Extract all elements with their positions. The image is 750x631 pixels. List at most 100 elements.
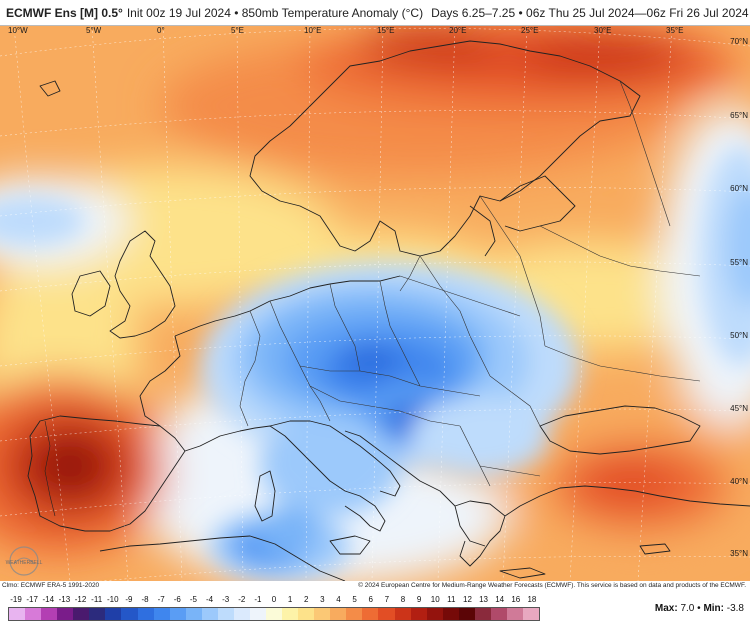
color-scale-swatch — [249, 608, 266, 620]
color-scale-tick: 4 — [336, 595, 341, 604]
latitude-label: 35°N — [730, 549, 748, 558]
color-scale-tick: 0 — [271, 595, 277, 604]
latitude-label: 40°N — [730, 477, 748, 486]
color-scale-swatch — [474, 608, 491, 620]
longitude-label: 0° — [157, 26, 165, 35]
max-value: 7.0 — [680, 603, 695, 614]
color-scale-tick: -12 — [74, 595, 87, 604]
color-scale-tick: 12 — [463, 595, 472, 604]
longitude-label: 25°E — [521, 26, 539, 35]
anomaly-map[interactable]: 10°W 5°W 0° 5°E 10°E 15°E 20°E 25°E 30°E 35°E 70°… — [0, 26, 750, 581]
color-scale-tick: -8 — [141, 595, 149, 604]
map-canvas — [0, 26, 750, 581]
latitude-label: 45°N — [730, 404, 748, 413]
color-scale-swatch — [89, 608, 106, 620]
color-scale-tick: 13 — [479, 595, 489, 604]
color-scale-swatch — [298, 608, 315, 620]
color-scale-tick: 2 — [304, 595, 309, 604]
color-scale-tick: 6 — [368, 595, 373, 604]
color-scale-tick: -1 — [254, 595, 262, 604]
color-scale-tick: -7 — [157, 595, 165, 604]
color-scale-tick: 5 — [352, 595, 357, 604]
color-scale-swatch — [362, 608, 379, 620]
init-and-field: Init 00z 19 Jul 2024 • 850mb Temperature… — [126, 5, 424, 20]
color-scale-swatch — [523, 608, 540, 620]
longitude-label: 35°E — [666, 26, 684, 35]
max-min-readout: Max: 7.0 • Min: -3.8 — [655, 603, 744, 614]
color-scale-swatch — [458, 608, 475, 620]
latitude-label: 65°N — [730, 111, 748, 120]
color-scale-swatch — [153, 608, 170, 620]
color-scale-tick: -10 — [107, 595, 119, 604]
latitude-label: 70°N — [730, 37, 748, 46]
color-scale-tick: -14 — [42, 595, 55, 604]
climo-credit: Clmo: ECMWF ERA-5 1991-2020 — [2, 582, 100, 589]
map-header: ECMWF Ens [M] 0.5° Init 00z 19 Jul 2024 … — [0, 0, 750, 26]
min-value: -3.8 — [726, 603, 744, 614]
color-scale-swatch — [442, 608, 459, 620]
color-scale-swatch — [105, 608, 122, 620]
longitude-label: 10°W — [8, 26, 28, 35]
color-scale-tick: -5 — [189, 595, 197, 604]
longitude-label: 15°E — [377, 26, 395, 35]
borders — [239, 80, 701, 487]
max-label: Max: — [654, 603, 678, 614]
model-title: ECMWF Ens [M] 0.5° — [6, 5, 123, 20]
longitude-label: 30°E — [594, 26, 612, 35]
color-scale-swatch — [426, 608, 443, 620]
color-scale-tick: 7 — [384, 595, 390, 604]
color-scale-tick: -3 — [222, 595, 230, 604]
color-scale-tick: 8 — [400, 595, 406, 604]
color-scale-tick: 14 — [495, 595, 505, 604]
color-scale-tick: -9 — [125, 595, 133, 604]
color-scale-swatch — [41, 608, 58, 620]
color-scale-swatch — [169, 608, 186, 620]
longitude-label: 20°E — [449, 26, 467, 35]
color-scale-swatch — [25, 608, 42, 620]
color-scale-swatch — [282, 608, 299, 620]
credits-bar: Clmo: ECMWF ERA-5 1991-2020 © 2024 Europ… — [0, 581, 750, 592]
latitude-label: 60°N — [730, 184, 748, 193]
color-scale-swatch — [137, 608, 154, 620]
color-scale-tick: -17 — [26, 595, 38, 604]
color-scale-tick: 11 — [447, 595, 456, 604]
color-scale-swatch — [121, 608, 138, 620]
color-scale-swatch — [73, 608, 90, 620]
color-scale-swatch — [217, 608, 234, 620]
graticule — [0, 26, 750, 581]
color-scale-bar — [8, 607, 540, 621]
color-scale-swatch — [410, 608, 427, 620]
color-scale-tick: 16 — [511, 595, 521, 604]
ecmwf-copyright: © 2024 European Centre for Medium-Range … — [358, 582, 746, 589]
longitude-label: 10°E — [304, 26, 322, 35]
weatherbell-logo: WEATHERBELL — [4, 544, 44, 578]
coastlines — [27, 40, 750, 581]
latitude-label: 50°N — [730, 331, 748, 340]
color-scale-tick: 3 — [320, 595, 325, 604]
color-scale-tick: 10 — [430, 595, 440, 604]
valid-time: Days 6.25–7.25 • 06z Thu 25 Jul 2024—06z… — [431, 5, 749, 20]
color-scale-swatch — [57, 608, 74, 620]
color-scale-swatch — [266, 608, 283, 620]
color-scale-swatch — [506, 608, 523, 620]
min-label: Min: — [703, 603, 724, 614]
color-scale-tick: -4 — [205, 595, 214, 604]
color-scale-tick: 18 — [527, 595, 537, 604]
color-scale-tick: 9 — [416, 595, 422, 604]
color-scale-swatch — [185, 608, 202, 620]
logo-text: WEATHERBELL — [6, 560, 43, 566]
separator: • — [697, 603, 701, 614]
color-scale-tick: -6 — [173, 595, 181, 604]
color-scale-swatch — [394, 608, 411, 620]
color-scale-tick: -2 — [238, 595, 246, 604]
color-scale: -19 -17 -14 -13 -12 -11 -10 -9 -8 -7 -6 -5 -4 -3 -2 -1 0… — [0, 593, 750, 631]
latitude-label: 55°N — [730, 258, 748, 267]
longitude-label: 5°W — [86, 26, 102, 35]
color-scale-swatch — [9, 608, 26, 620]
color-scale-tick: 1 — [287, 595, 293, 604]
color-scale-swatch — [346, 608, 363, 620]
color-scale-swatch — [490, 608, 507, 620]
color-scale-swatch — [233, 608, 250, 620]
color-scale-swatch — [330, 608, 347, 620]
color-scale-swatch — [201, 608, 218, 620]
